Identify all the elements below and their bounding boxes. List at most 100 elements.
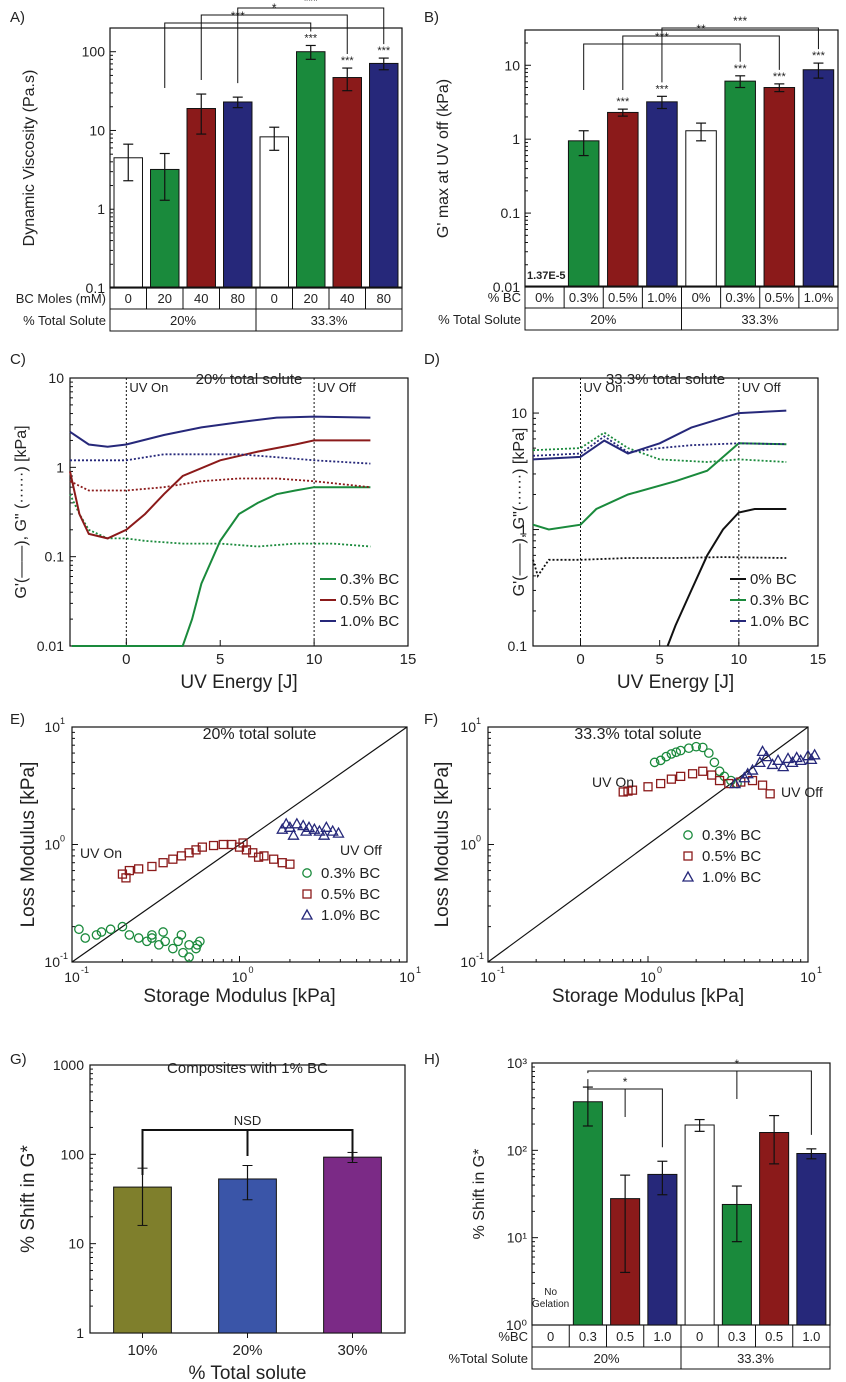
- legend-label: 0.5% BC: [340, 592, 399, 609]
- category-label: 10%: [127, 1342, 157, 1359]
- legend-marker: [302, 868, 312, 878]
- data-point: [771, 754, 785, 766]
- category-label: 0.5%: [764, 290, 794, 305]
- data-point: [287, 828, 300, 840]
- bar: [296, 51, 326, 289]
- y-tick-label: 10: [460, 954, 476, 970]
- x-tick-label: 5: [655, 651, 663, 668]
- row-label: % BC: [488, 290, 521, 305]
- y-tick-label: 0.01: [493, 279, 520, 295]
- y-tick-label: 1: [76, 1325, 84, 1341]
- data-point: [656, 778, 666, 789]
- data-point: [297, 819, 310, 831]
- legend-label: 0.3% BC: [702, 827, 761, 844]
- significance-star: ***: [812, 50, 826, 62]
- x-tick-label: 10: [800, 969, 816, 985]
- legend-label: 0.3% BC: [321, 865, 380, 882]
- uv-off-annotation: UV Off: [340, 842, 382, 858]
- category-label: 0.3%: [725, 290, 755, 305]
- legend-label: 1.0% BC: [321, 907, 380, 924]
- category-label: 30%: [337, 1342, 367, 1359]
- data-point: [276, 822, 289, 834]
- data-point: [158, 858, 168, 868]
- significance-bracket: [587, 1070, 812, 1135]
- data-point: [134, 864, 144, 874]
- y-tick-label: 100: [82, 44, 106, 60]
- y-tick-label: 0.1: [501, 205, 521, 221]
- bracket-label: ***: [304, 0, 318, 8]
- y-tick-label: 10: [44, 719, 60, 735]
- y-tick-exponent: -1: [60, 951, 68, 961]
- panel-0: A) 0.1 1 10 100 Dynamic Viscosity (Pa.s) *** **…: [10, 0, 403, 332]
- data-point: [184, 952, 194, 962]
- y-axis-label: Dynamic Viscosity (Pa.s): [21, 70, 38, 247]
- data-point: [691, 741, 702, 752]
- panel-label: H): [424, 1051, 440, 1068]
- uv-marker-label: UV On: [584, 380, 623, 395]
- bar: [223, 101, 253, 289]
- panel-label: E): [10, 711, 25, 728]
- x-axis-label: Storage Modulus [kPa]: [552, 986, 744, 1007]
- data-point: [332, 826, 345, 838]
- significance-star: ***: [773, 71, 787, 83]
- data-point: [197, 842, 207, 852]
- y-tick-exponent: 0: [60, 834, 65, 844]
- bar: [218, 1178, 277, 1334]
- panel-6: G) 1 10 100 1000 % Shift in G* Composites with…: [10, 1051, 406, 1382]
- chart-title: 20% total solute: [196, 371, 303, 388]
- data-point: [154, 939, 164, 950]
- data-point: [777, 760, 790, 772]
- y-tick-label: 1: [56, 459, 64, 475]
- data-point: [666, 749, 677, 759]
- data-point: [74, 924, 84, 935]
- data-point: [318, 828, 331, 840]
- x-tick-label: 10: [640, 969, 656, 985]
- significance-bracket: [237, 7, 385, 84]
- significance-star: ***: [656, 83, 670, 95]
- uv-off-annotation: UV Off: [781, 784, 823, 800]
- chart-title: 33.3% total solute: [574, 726, 701, 743]
- panel-label: A): [10, 9, 25, 26]
- category-label: 0.5: [765, 1329, 783, 1344]
- panel-3: D) 0.1 1 10 0 5 10 15 UV Energy [J] G'(——), G"(··…: [424, 351, 826, 693]
- y-tick-label: 10: [48, 370, 64, 386]
- x-tick-exponent: -1: [81, 965, 89, 975]
- y-tick-label: 10¹: [507, 1230, 528, 1246]
- bracket-label: *: [735, 1057, 740, 1071]
- row-label: %BC: [498, 1329, 528, 1344]
- category-label: 0.3: [579, 1329, 597, 1344]
- data-point: [160, 936, 171, 947]
- x-tick-exponent: 0: [249, 965, 254, 975]
- y-tick-label: 10: [511, 405, 527, 421]
- data-point: [714, 775, 725, 786]
- data-point: [80, 933, 91, 943]
- series-line-storage: [666, 508, 787, 647]
- category-label: 1.0: [802, 1329, 820, 1344]
- data-point: [326, 824, 339, 836]
- uv-marker-label: UV On: [129, 380, 168, 395]
- panel-label: D): [424, 351, 440, 368]
- x-axis-label: Storage Modulus [kPa]: [143, 986, 335, 1007]
- data-point: [683, 743, 694, 754]
- data-point: [753, 756, 766, 768]
- bracket-label: *: [623, 1075, 628, 1089]
- data-point: [277, 858, 287, 868]
- y-tick-label: 100: [61, 1146, 85, 1162]
- legend-label: 0% BC: [750, 571, 797, 588]
- x-axis-label: % Total solute: [189, 1363, 307, 1382]
- data-point: [781, 752, 795, 764]
- bar: [332, 77, 362, 289]
- y-tick-label: 10: [68, 1236, 84, 1252]
- series-line-loss: [532, 435, 787, 457]
- y-axis-label: G'(——), G"(······) [kPa]: [511, 428, 528, 597]
- data-point: [176, 930, 187, 940]
- data-point: [808, 748, 821, 760]
- row-label: %Total Solute: [449, 1351, 529, 1366]
- data-point: [697, 742, 708, 753]
- row-label: BC Moles (mM): [16, 291, 106, 306]
- y-tick-label: 0.01: [37, 638, 64, 654]
- category-label: 0.5%: [608, 290, 638, 305]
- category-label: 0.3%: [569, 290, 599, 305]
